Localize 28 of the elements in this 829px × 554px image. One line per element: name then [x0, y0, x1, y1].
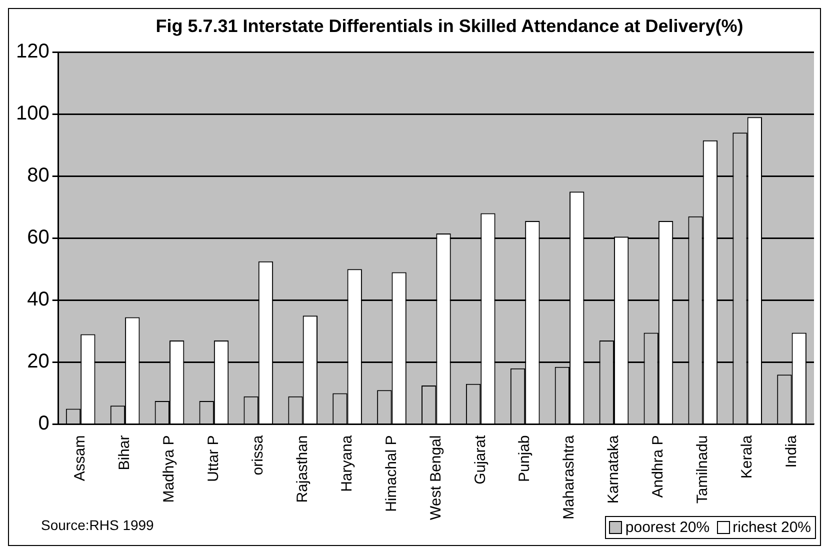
x-tick-label: Maharashtra [560, 434, 578, 520]
y-tick-label: 120 [16, 40, 50, 63]
y-tick-label: 80 [27, 164, 50, 187]
y-tick-label: 60 [27, 226, 50, 249]
x-tick-label: Punjab [516, 435, 534, 482]
x-tick-label: Kerala [738, 434, 756, 479]
y-tick-label: 20 [27, 350, 50, 373]
x-tick-label: Bihar [116, 435, 134, 470]
x-tick-label: Tamilnadu [694, 435, 712, 504]
x-tick-label: Himachal P [382, 435, 400, 512]
x-tick-label: West Bengal [427, 435, 444, 520]
chart-title: Fig 5.7.31 Interstate Differentials in Skilled Attendance at Delivery(%) [154, 15, 744, 37]
legend-label: poorest 20% [625, 519, 710, 536]
x-tick-label: Madhya P [160, 435, 178, 503]
y-tick-label: 40 [27, 288, 50, 311]
x-tick-label: Gujarat [472, 434, 489, 484]
x-tick-label: Assam [72, 435, 89, 482]
x-tick-label: Uttar P [205, 435, 222, 482]
x-tick-label: Karnataka [605, 434, 622, 504]
x-tick-label: Haryana [338, 434, 356, 492]
y-tick-label: 100 [16, 102, 50, 125]
x-tick-label: Andhra P [650, 435, 667, 498]
x-tick-label: Rajasthan [294, 435, 311, 503]
y-tick-label: 0 [38, 412, 50, 435]
x-tick-label: orissa [250, 434, 267, 476]
x-tick-label: India [782, 434, 800, 468]
source-note: Source:RHS 1999 [41, 517, 154, 533]
legend-label: richest 20% [732, 519, 811, 536]
